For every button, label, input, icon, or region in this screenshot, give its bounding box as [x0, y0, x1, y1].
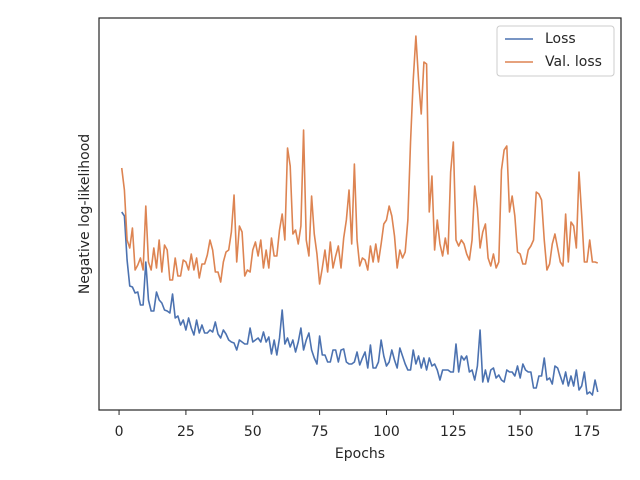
x-axis-label: Epochs	[335, 446, 385, 462]
x-tick-label: 150	[507, 424, 534, 440]
legend-label: Loss	[545, 31, 576, 47]
x-tick-label: 50	[244, 424, 262, 440]
series-line	[120, 35, 599, 285]
x-tick-label: 25	[177, 424, 195, 440]
series-line	[121, 211, 599, 396]
x-tick-label: 175	[574, 424, 601, 440]
x-tick-label: 0	[115, 424, 124, 440]
x-tick-label: 100	[373, 424, 400, 440]
plot-frame	[98, 17, 622, 411]
legend-label: Val. loss	[545, 54, 602, 70]
x-tick-label: 125	[440, 424, 467, 440]
y-axis-label: Negative log-likelihood	[77, 134, 93, 294]
x-tick-label: 75	[311, 424, 329, 440]
